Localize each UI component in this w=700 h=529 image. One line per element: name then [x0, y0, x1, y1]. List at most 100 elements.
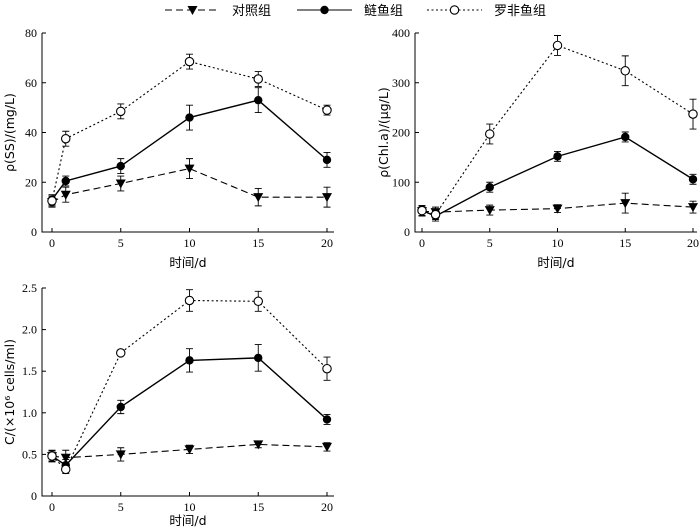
data-point: [115, 179, 126, 189]
data-point: [60, 453, 71, 463]
data-point: [417, 205, 427, 216]
legend-item-tilapia: 罗非鱼组: [427, 3, 546, 19]
data-point: [688, 175, 698, 184]
x-tick-label: 5: [118, 500, 124, 514]
data-point: [61, 176, 70, 186]
data-point: [184, 56, 195, 67]
data-point: [185, 113, 194, 122]
data-point: [430, 209, 441, 220]
data-point: [253, 296, 264, 307]
series-silver_carp: [47, 87, 332, 206]
legend-item-control: 对照组: [165, 4, 271, 19]
data-point: [116, 402, 125, 412]
data-point: [484, 129, 495, 139]
y-tick-label: 100: [392, 175, 410, 189]
data-point: [553, 152, 562, 161]
data-point: [60, 133, 71, 144]
x-axis-title: 时间/d: [169, 255, 206, 270]
data-point: [116, 161, 125, 171]
series-control: [47, 440, 332, 466]
data-point: [184, 445, 195, 455]
y-tick-label: 80: [25, 26, 37, 40]
legend-marker: [320, 5, 329, 15]
data-point: [322, 193, 332, 203]
data-point: [254, 95, 263, 105]
x-tick-label: 20: [321, 500, 333, 514]
panel-chla: 0 100 200 300 400 0 5 10 15 20 时间/d ρ(Chl.a)/(μg/L): [376, 26, 699, 270]
data-point: [322, 442, 332, 452]
data-point: [322, 105, 332, 115]
y-axis-title: ρ(Chl.a)/(μg/L): [376, 87, 391, 177]
data-point: [60, 190, 71, 200]
series-line: [51, 167, 327, 203]
x-tick-label: 20: [687, 236, 699, 250]
y-tick-label: 2.5: [22, 281, 37, 295]
data-point: [621, 132, 630, 142]
x-tick-label: 15: [252, 500, 264, 514]
series-control: [47, 158, 332, 208]
data-point: [552, 40, 563, 51]
series-line: [421, 44, 694, 216]
data-point: [253, 193, 264, 203]
x-tick-label: 10: [552, 236, 564, 250]
axis-lines: [41, 288, 334, 497]
x-tick-label: 10: [184, 500, 196, 514]
data-point: [688, 109, 698, 119]
y-tick-label: 1.5: [22, 364, 37, 378]
data-point: [60, 464, 71, 475]
legend-marker: [187, 6, 198, 15]
data-point: [322, 363, 332, 374]
y-tick-label: 60: [25, 76, 37, 90]
y-tick-label: 1.0: [22, 406, 37, 420]
data-point: [116, 348, 126, 358]
x-tick-label: 10: [184, 236, 196, 250]
data-point: [184, 164, 195, 174]
data-point: [184, 295, 195, 306]
series-line: [51, 299, 328, 471]
legend-marker: [449, 5, 460, 15]
data-point: [688, 203, 698, 213]
x-tick-label: 5: [118, 236, 124, 250]
data-point: [322, 155, 332, 165]
data-point: [185, 356, 194, 365]
x-tick-label: 0: [49, 500, 55, 514]
y-tick-label: 0: [31, 225, 37, 239]
data-point: [253, 440, 264, 450]
series-control: [417, 192, 698, 218]
y-tick-label: 200: [392, 126, 410, 140]
x-tick-label: 5: [487, 236, 493, 250]
data-point: [47, 451, 57, 461]
x-axis-title: 时间/d: [537, 255, 574, 270]
legend-item-silver_carp: 鲢鱼组: [297, 3, 403, 19]
data-point: [484, 206, 495, 216]
y-tick-label: 0.5: [22, 447, 37, 461]
legend-label: 对照组: [232, 4, 271, 19]
y-tick-label: 40: [25, 126, 37, 140]
legend-label: 鲢鱼组: [364, 3, 403, 19]
x-tick-label: 20: [321, 236, 333, 250]
series-tilapia: [47, 289, 332, 475]
x-tick-label: 15: [252, 236, 264, 250]
x-tick-label: 15: [619, 236, 631, 250]
data-point: [116, 106, 126, 117]
data-point: [115, 450, 126, 460]
y-tick-label: 20: [25, 175, 37, 189]
data-point: [620, 199, 631, 209]
series-tilapia: [417, 35, 698, 221]
legend-label: 罗非鱼组: [494, 3, 546, 19]
data-point: [620, 66, 630, 76]
panel-ss: 0 20 40 60 80 0 5 10 15 20 时间/d ρ(SS)/(mg/L): [2, 26, 334, 270]
legend: 对照组 鲢鱼组 罗非鱼组: [165, 3, 546, 19]
x-tick-label: 0: [419, 236, 425, 250]
y-axis-title: ρ(SS)/(mg/L): [2, 93, 17, 172]
data-point: [253, 74, 264, 84]
y-tick-label: 0: [404, 225, 410, 239]
panel-cells: 0 0.5 1.0 1.5 2.0 2.5 0 5 10 15 20 时间/d C/(×10⁶ cell…: [2, 281, 334, 528]
x-axis-title: 时间/d: [169, 513, 206, 528]
data-point: [254, 353, 263, 363]
y-tick-label: 300: [392, 76, 410, 90]
data-point: [322, 415, 332, 424]
axis-lines: [414, 33, 697, 233]
